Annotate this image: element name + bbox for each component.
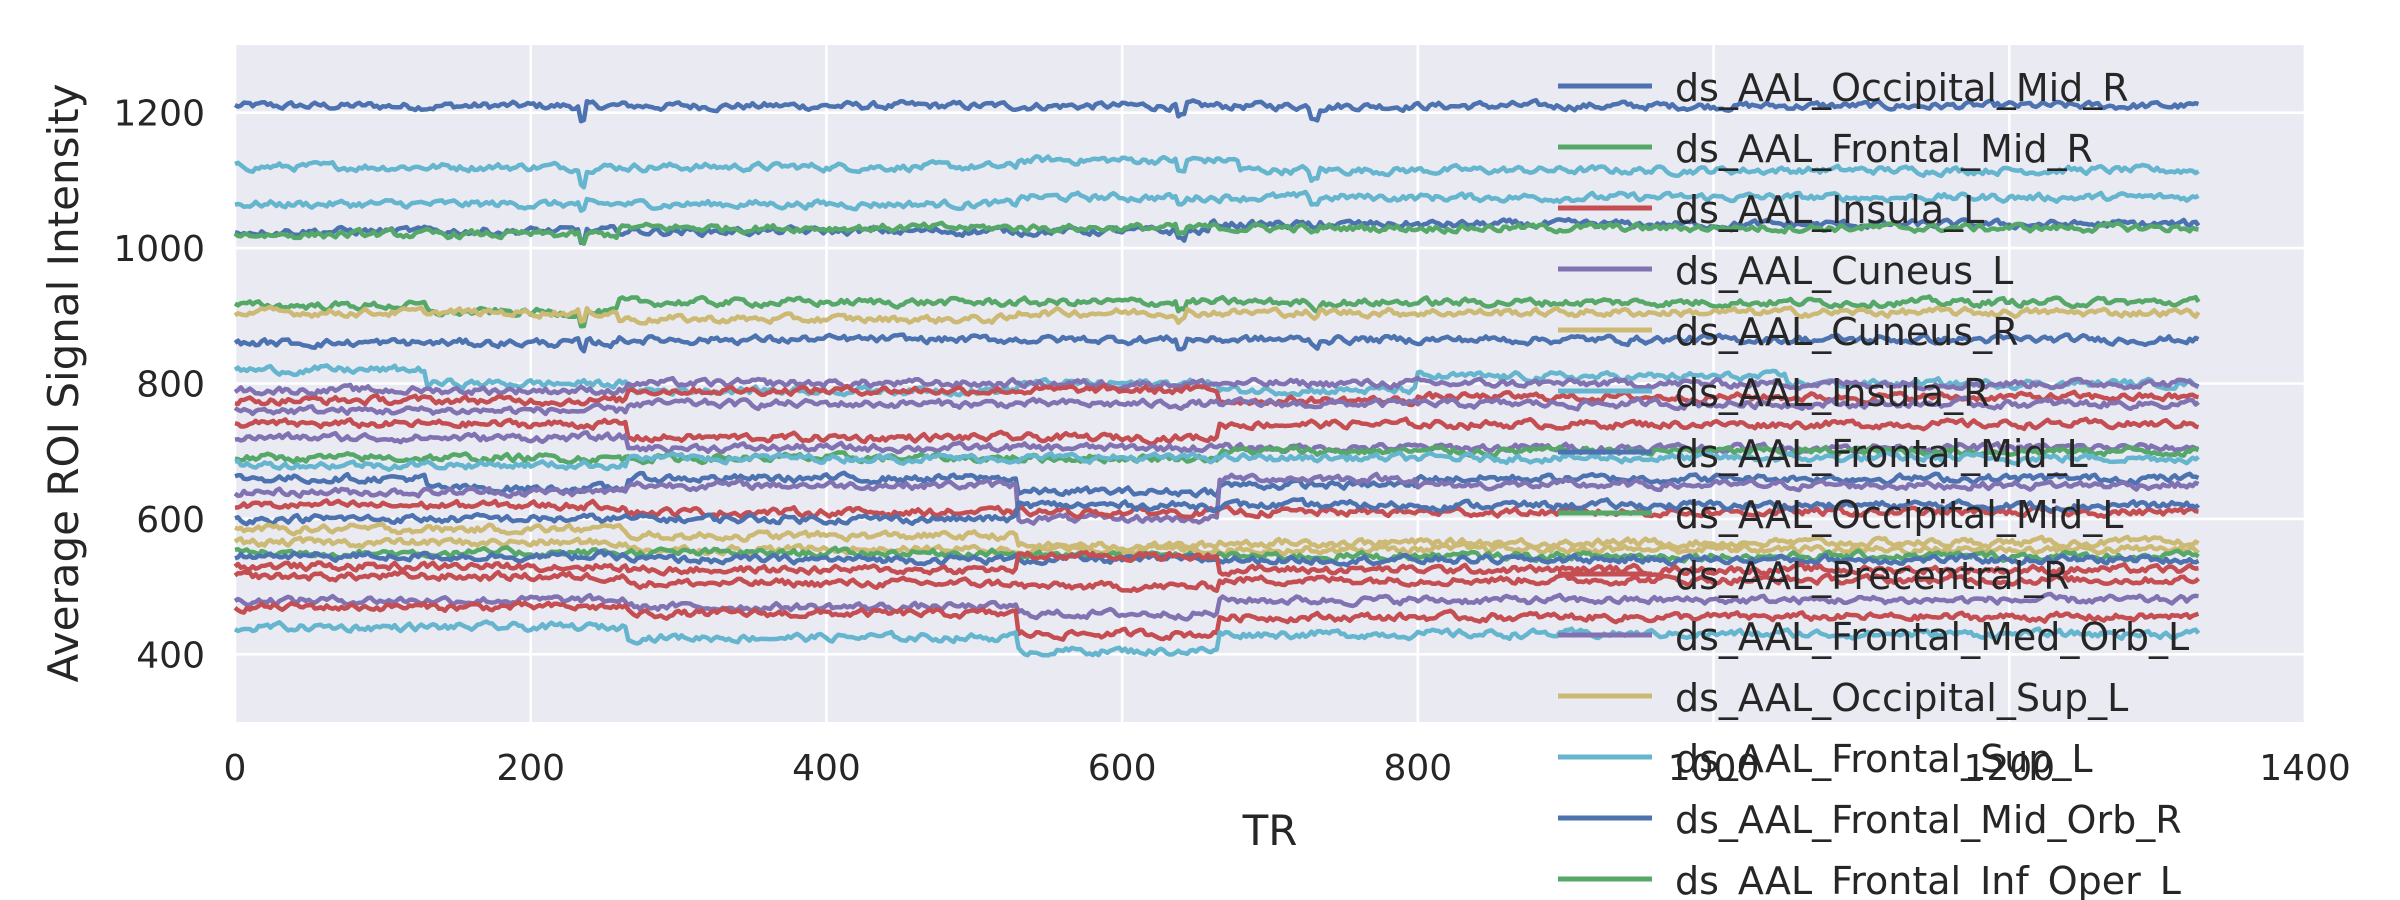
legend-label: ds_AAL_Frontal_Inf_Oper_L [1675,859,2181,900]
series-line [234,521,2200,553]
legend-label: ds_AAL_Cuneus_R [1675,310,2019,354]
series-line [233,332,2200,354]
legend-label: ds_AAL_Frontal_Mid_Orb_R [1675,798,2182,842]
series-line [233,569,2201,594]
legend-label: ds_AAL_Insula_R [1675,371,1990,415]
series-line [234,153,2200,190]
series-line [234,496,2201,527]
x-tick-label: 200 [496,748,565,789]
x-axis-label: TR [1242,806,1298,855]
series-line [233,471,2200,526]
legend-label: ds_AAL_Insula_L [1675,188,1984,232]
series-line [233,535,2200,558]
legend-label: ds_AAL_Cuneus_L [1675,249,2013,293]
x-tick-label: 1000 [1668,748,1760,789]
y-tick-label: 800 [136,365,205,406]
y-axis-label: Average ROI Signal Intensity [39,84,88,683]
y-tick-label: 400 [136,635,205,676]
y-tick-label: 1000 [113,229,205,270]
legend-label: ds_AAL_Frontal_Med_Orb_L [1675,615,2189,659]
series-line [233,97,2200,124]
series-line [234,444,2200,466]
series-line [233,304,2201,326]
series-line [233,591,2199,622]
series-line [233,220,2199,246]
series-line [233,619,2201,658]
legend-label: ds_AAL_Occipital_Sup_L [1675,676,2128,720]
legend: ds_AAL_Occipital_Mid_R ds_AAL_Frontal_Mid… [1558,66,2189,900]
y-tick-label: 600 [136,500,205,541]
x-tick-label: 400 [792,748,861,789]
series-line [234,450,2200,473]
series-line [234,498,2199,520]
legend-label: ds_AAL_Occipital_Mid_L [1675,493,2123,537]
series-line [233,375,2200,398]
series-layer [233,97,2201,658]
series-line [234,189,2200,213]
x-tick-labels: 0 200 400 600 800 1000 1200 1400 [224,748,2351,789]
y-tick-label: 1200 [113,94,205,135]
legend-label: ds_AAL_Precentral_R [1675,554,2070,598]
series-line [234,416,2200,447]
legend-label: ds_AAL_Frontal_Mid_R [1675,127,2093,171]
x-tick-label: 1200 [1963,748,2055,789]
x-tick-label: 0 [224,748,247,789]
series-line [233,395,2200,417]
series-line [233,550,2199,578]
legend-label: ds_AAL_Frontal_Sup_L [1675,737,2093,781]
legend-label: ds_AAL_Occipital_Mid_R [1675,66,2129,110]
y-tick-labels: 400 600 800 1000 1200 [113,94,205,677]
x-tick-label: 600 [1088,748,1157,789]
x-tick-label: 1400 [2259,748,2351,789]
x-tick-label: 800 [1383,748,1452,789]
series-line [233,599,2200,642]
legend-label: ds_AAL_Frontal_Mid_L [1675,432,2088,476]
